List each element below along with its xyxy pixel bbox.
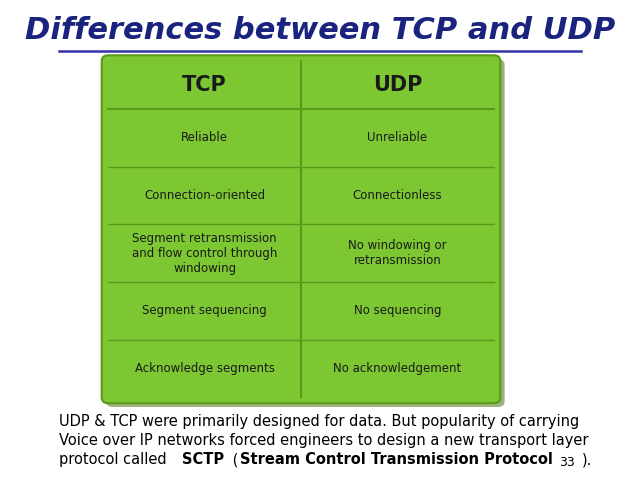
Text: Stream Control Transmission Protocol: Stream Control Transmission Protocol [240,452,552,468]
FancyBboxPatch shape [106,59,504,407]
Text: 33: 33 [559,456,575,469]
Text: Acknowledge segments: Acknowledge segments [134,362,275,375]
Text: Differences between TCP and UDP: Differences between TCP and UDP [25,16,615,45]
Text: SCTP: SCTP [182,452,225,468]
FancyBboxPatch shape [102,55,500,403]
Text: No sequencing: No sequencing [354,304,441,317]
Text: UDP & TCP were primarily designed for data. But popularity of carrying: UDP & TCP were primarily designed for da… [60,414,580,429]
Text: Voice over IP networks forced engineers to design a new transport layer: Voice over IP networks forced engineers … [60,433,589,448]
Text: protocol called: protocol called [60,452,172,468]
Text: ).: ). [582,452,593,468]
Text: No acknowledgement: No acknowledgement [333,362,461,375]
Text: No windowing or
retransmission: No windowing or retransmission [348,239,447,267]
Text: Unreliable: Unreliable [367,131,428,144]
Text: (: ( [228,452,239,468]
Text: Segment retransmission
and flow control through
windowing: Segment retransmission and flow control … [132,232,277,275]
Text: Segment sequencing: Segment sequencing [142,304,267,317]
Text: Connection-oriented: Connection-oriented [144,189,265,202]
Text: Connectionless: Connectionless [353,189,442,202]
Text: Reliable: Reliable [181,131,228,144]
Text: UDP: UDP [372,75,422,95]
Text: TCP: TCP [182,75,227,95]
